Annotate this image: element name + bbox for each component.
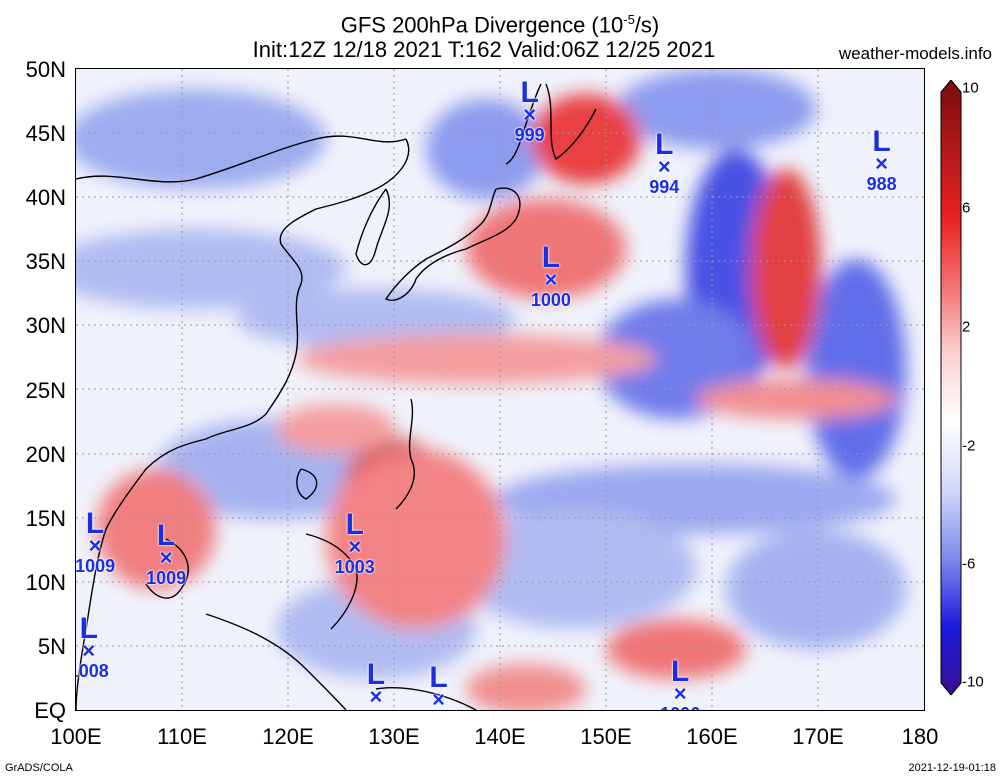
colorbar-label: 6: [962, 199, 971, 217]
low-pressure-center: L×1006: [346, 658, 406, 710]
low-letter: L: [79, 612, 98, 646]
low-pressure-center: L × 988: [852, 125, 912, 195]
low-center-x-icon: ×: [159, 544, 173, 570]
colorbar-label: -10: [962, 673, 984, 691]
low-pressure-value: 994: [649, 176, 680, 197]
lon-label: 100E: [50, 724, 102, 749]
low-center-x-icon: ×: [875, 151, 889, 177]
low-pressure-center: L × 1003: [325, 508, 385, 578]
low-pressure-center: L × 1000: [521, 240, 581, 310]
lat-label: 40N: [25, 185, 66, 210]
footer-credit: GrADS/COLA: [5, 762, 73, 774]
lon-label: 150E: [580, 724, 632, 749]
low-pressure-center: L × 1009: [75, 507, 125, 577]
colorbar-label: 2: [962, 318, 971, 336]
lon-label: 110E: [157, 724, 207, 749]
footer-timestamp: 2021-12-19-01:18: [908, 762, 996, 774]
colorbar-scale: [940, 79, 962, 696]
lat-label: EQ: [34, 698, 66, 723]
lon-label: 130E: [368, 724, 420, 749]
low-letter: L: [872, 125, 891, 159]
low-pressure-value: 1003: [334, 557, 375, 578]
low-pressure-value: 1000: [530, 289, 571, 310]
lon-label: 120E: [262, 724, 314, 749]
low-pressure-center: L×1008: [76, 612, 119, 682]
low-letter: L: [655, 127, 674, 161]
low-pressure-value: 999: [514, 125, 545, 146]
lat-label: 35N: [25, 249, 66, 274]
lat-label: 25N: [25, 378, 66, 403]
low-pressure-value: 1006: [650, 705, 710, 710]
lat-label: 15N: [25, 506, 66, 531]
low-letter: L: [671, 654, 690, 688]
low-center-x-icon: ×: [544, 266, 558, 292]
lon-label: 170E: [792, 724, 844, 749]
graticule: [76, 69, 924, 710]
low-center-x-icon: ×: [82, 638, 96, 664]
low-pressure-center: L×1006: [409, 661, 469, 711]
low-letter: L: [541, 240, 561, 274]
low-center-x-icon: ×: [88, 533, 102, 559]
lon-label: 160E: [686, 724, 738, 749]
low-pressure-value: 1009: [75, 556, 116, 577]
low-letter: L: [520, 76, 539, 110]
chart-subtitle: Init:12Z 12/18 2021 T:162 Valid:06Z 12/2…: [252, 37, 716, 62]
low-pressure-value: 988: [866, 174, 897, 195]
divergence-map: L × 999 L × 994 L × 988 L × 1000 L × 1009 L × 1009 L × 1003 L…: [75, 68, 925, 711]
lat-label: 20N: [25, 442, 66, 467]
lon-label: 140E: [474, 724, 526, 749]
chart-title: GFS 200hPa Divergence (10-5/s): [340, 12, 660, 38]
colorbar-label: -2: [962, 437, 976, 455]
low-letter: L: [345, 508, 364, 542]
low-center-x-icon: ×: [432, 687, 445, 711]
low-center-x-icon: ×: [523, 102, 537, 128]
lat-label: 45N: [25, 121, 66, 146]
lon-label: 180: [901, 724, 939, 749]
colorbar-label: 10: [962, 79, 979, 97]
lat-label: 10N: [25, 570, 66, 595]
low-pressure-center: L×1006: [650, 654, 710, 710]
lat-label: 30N: [25, 313, 66, 338]
low-pressure-value: 1006: [346, 708, 406, 710]
low-center-x-icon: ×: [348, 534, 362, 560]
low-center-x-icon: ×: [369, 684, 383, 710]
low-pressure-center: L × 994: [634, 127, 694, 197]
low-pressure-center: L × 1009: [136, 518, 196, 588]
low-pressure-center: L × 999: [500, 76, 560, 146]
low-pressure-value: 1009: [146, 567, 187, 588]
low-pressure-value: 1008: [76, 661, 109, 682]
colorbar: [936, 79, 966, 696]
low-letter: L: [156, 518, 176, 552]
site-credit: weather-models.info: [838, 44, 992, 63]
low-letter: L: [429, 661, 448, 695]
lat-label: 50N: [25, 57, 66, 82]
low-center-x-icon: ×: [673, 680, 687, 706]
coastlines: [76, 83, 597, 710]
low-letter: L: [85, 507, 105, 541]
low-center-x-icon: ×: [657, 153, 671, 179]
low-letter: L: [366, 658, 386, 692]
lat-label: 5N: [37, 634, 66, 659]
colorbar-label: -6: [962, 555, 976, 573]
